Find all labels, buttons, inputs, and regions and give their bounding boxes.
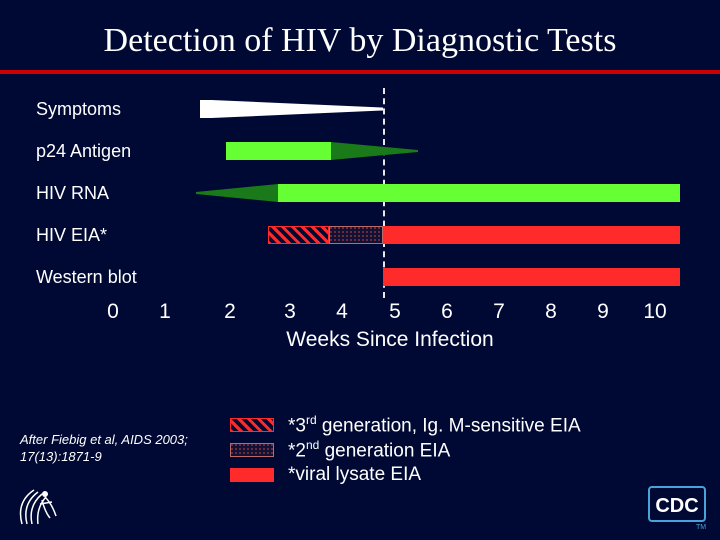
tick-10: 10 [643, 300, 666, 324]
p24-wedge [331, 142, 418, 160]
legend: *3rd generation, Ig. M-sensitive EIA *2n… [230, 414, 581, 489]
tick-5: 5 [389, 300, 401, 324]
legend-swatch-stipple [230, 443, 274, 457]
x-axis-label: Weeks Since Infection [0, 328, 720, 352]
row-label: Symptoms [36, 99, 121, 120]
tick-7: 7 [493, 300, 505, 324]
legend-text: *2nd generation EIA [288, 438, 450, 462]
tick-1: 1 [159, 300, 171, 324]
row-bars [200, 100, 680, 118]
citation-line1: After Fiebig et al, AIDS 2003; [20, 432, 205, 449]
row-bars [200, 142, 680, 160]
eia-hatch [268, 226, 329, 244]
chart-area: Symptoms p24 Antigen HIV RNA [0, 88, 720, 298]
row-bars [200, 268, 680, 286]
title-underline [0, 70, 720, 74]
svg-text:TM: TM [696, 524, 706, 530]
rna-solid [278, 184, 680, 202]
row-bars [200, 226, 680, 244]
wb-solid [383, 268, 680, 286]
legend-text: *3rd generation, Ig. M-sensitive EIA [288, 413, 581, 437]
hhs-logo-icon [12, 482, 66, 530]
p24-solid [226, 142, 331, 160]
cdc-logo-icon: CDC TM [648, 486, 706, 530]
svg-text:CDC: CDC [655, 495, 698, 517]
legend-swatch-hatch [230, 418, 274, 432]
tick-6: 6 [441, 300, 453, 324]
row-label: HIV RNA [36, 183, 109, 204]
tick-4: 4 [336, 300, 348, 324]
legend-row-3rd-gen: *3rd generation, Ig. M-sensitive EIA [230, 414, 581, 436]
row-bars [200, 184, 680, 202]
rna-wedge [196, 184, 278, 202]
x-axis: 0 1 2 3 4 5 6 7 8 9 10 [0, 300, 720, 330]
tick-2: 2 [224, 300, 236, 324]
legend-text: *viral lysate EIA [288, 464, 421, 486]
symptoms-wedge [200, 100, 383, 118]
row-symptoms: Symptoms [0, 88, 720, 130]
row-p24: p24 Antigen [0, 130, 720, 172]
tick-3: 3 [284, 300, 296, 324]
legend-row-viral-lysate: *viral lysate EIA [230, 464, 581, 486]
tick-0: 0 [107, 300, 119, 324]
row-eia: HIV EIA* [0, 214, 720, 256]
legend-swatch-solid [230, 468, 274, 482]
eia-stipple [329, 226, 383, 244]
citation-line2: 17(13):1871-9 [20, 449, 205, 466]
legend-row-2nd-gen: *2nd generation EIA [230, 439, 581, 461]
row-label: HIV EIA* [36, 225, 107, 246]
row-rna: HIV RNA [0, 172, 720, 214]
tick-8: 8 [545, 300, 557, 324]
eia-solid [383, 226, 680, 244]
slide-title: Detection of HIV by Diagnostic Tests [0, 0, 720, 70]
citation: After Fiebig et al, AIDS 2003; 17(13):18… [20, 432, 205, 466]
tick-9: 9 [597, 300, 609, 324]
row-label: p24 Antigen [36, 141, 131, 162]
row-label: Western blot [36, 267, 137, 288]
row-wb: Western blot [0, 256, 720, 298]
